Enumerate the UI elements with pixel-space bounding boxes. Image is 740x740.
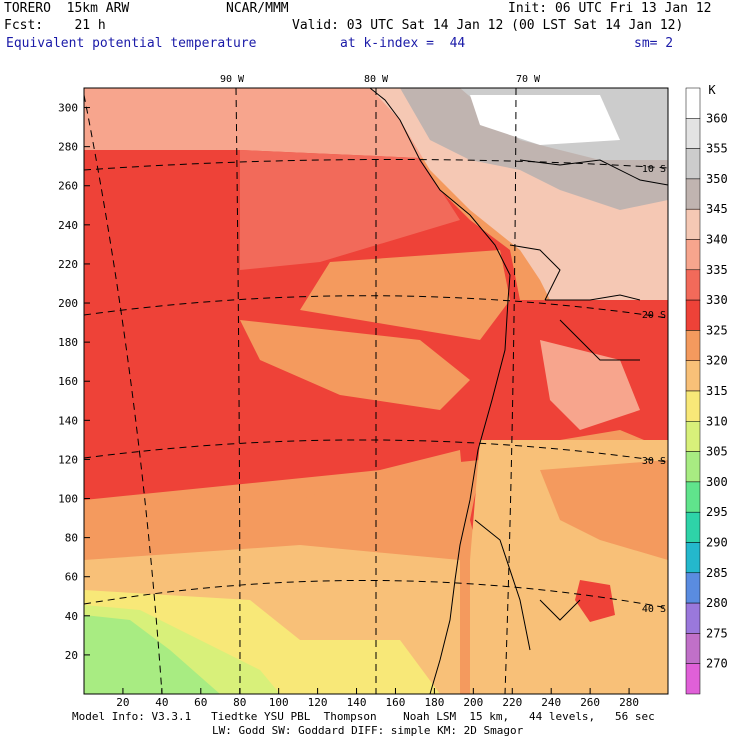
y-tick-label: 40 — [65, 610, 78, 623]
border-line — [474, 159, 669, 651]
map-frame — [83, 87, 669, 695]
y-tick-label: 300 — [58, 102, 78, 115]
y-tick-label: 240 — [58, 219, 78, 232]
colorbar-swatch — [685, 87, 701, 119]
y-tick-label: 120 — [58, 453, 78, 466]
smoothing-label: sm= 2 — [634, 36, 674, 51]
y-tick-label: 60 — [65, 571, 78, 584]
valid-time: Valid: 03 UTC Sat 14 Jan 12 (00 LST Sat … — [292, 18, 684, 33]
colorbar-swatch — [685, 148, 701, 180]
latitude-label: 30 S — [642, 456, 666, 467]
x-tick-label: 260 — [580, 696, 600, 709]
y-tick-label: 140 — [58, 414, 78, 427]
y-tick-label: 220 — [58, 258, 78, 271]
colorbar-swatch — [685, 542, 701, 574]
model-info: Model Info: V3.3.1 Tiedtke YSU PBL Thomp… — [72, 710, 655, 723]
x-tick-label: 20 — [116, 696, 129, 709]
colorbar-swatch — [685, 602, 701, 634]
x-tick-label: 200 — [463, 696, 483, 709]
colorbar-level-label: 290 — [706, 536, 728, 550]
colorbar-level-label: 295 — [706, 505, 728, 519]
latitude-label: 20 S — [642, 310, 666, 321]
colorbar-level-label: 320 — [706, 354, 728, 368]
x-tick-label: 60 — [194, 696, 207, 709]
y-tick-label: 180 — [58, 336, 78, 349]
latitude-labels: 10 S 20 S 30 S 40 S — [642, 164, 666, 615]
colorbar-level-label: 340 — [706, 233, 728, 247]
colorbar-level-label: 300 — [706, 475, 728, 489]
colorbar-level-label: 360 — [706, 111, 728, 125]
colorbar-swatch — [685, 269, 701, 301]
org-label: NCAR/MMM — [226, 1, 289, 16]
forecast-hour: Fcst: 21 h — [4, 18, 106, 33]
graticule — [83, 87, 669, 695]
y-tick-label: 260 — [58, 180, 78, 193]
physics-info: LW: Godd SW: Goddard DIFF: simple KM: 2D… — [212, 724, 524, 737]
coastline — [369, 87, 511, 695]
colorbar-swatch — [685, 481, 701, 513]
y-axis-ticks: 300 280 260 240 220 200 180 160 140 120 100 80 60 40 2… — [58, 102, 90, 662]
colorbar-level-label: 310 — [706, 414, 728, 428]
colorbar-swatch — [685, 663, 701, 695]
x-tick-label: 240 — [541, 696, 561, 709]
colorbar-swatch — [685, 178, 701, 210]
latitude-label: 10 S — [642, 164, 666, 175]
x-tick-label: 40 — [155, 696, 168, 709]
y-tick-label: 200 — [58, 297, 78, 310]
k-index-label: at k-index = 44 — [340, 36, 466, 51]
colorbar-swatch — [685, 633, 701, 664]
colorbar-level-label: 305 — [706, 445, 728, 459]
colorbar-level-label: 330 — [706, 293, 728, 307]
colorbar-swatch — [685, 511, 701, 543]
x-axis-ticks: 20 40 60 80 100 120 140 160 180 200 220 240 260 280 — [116, 688, 639, 709]
x-tick-label: 180 — [424, 696, 444, 709]
colorbar-swatch — [685, 451, 701, 483]
y-tick-label: 100 — [58, 493, 78, 506]
y-tick-label: 80 — [65, 532, 78, 545]
colorbar-level-label: 335 — [706, 263, 728, 277]
colorbar-swatch — [685, 330, 701, 361]
colorbar-level-label: 270 — [706, 657, 728, 671]
x-tick-label: 220 — [502, 696, 522, 709]
colorbar-level-label: 275 — [706, 626, 728, 640]
y-tick-label: 160 — [58, 375, 78, 388]
colorbar-swatch — [685, 421, 701, 452]
x-tick-label: 140 — [347, 696, 367, 709]
colorbar: K 360 355 350 345 340 335 330 325 320 315 310 305 300… — [685, 83, 728, 695]
x-tick-label: 120 — [308, 696, 328, 709]
x-tick-label: 280 — [619, 696, 639, 709]
colorbar-level-label: 325 — [706, 323, 728, 337]
latitude-label: 40 S — [642, 604, 666, 615]
colorbar-level-label: 345 — [706, 202, 728, 216]
colorbar-swatch — [685, 299, 701, 331]
field-name: Equivalent potential temperature — [6, 36, 257, 51]
longitude-label: 80 W — [364, 74, 389, 85]
colorbar-swatch — [685, 572, 701, 604]
x-tick-label: 160 — [386, 696, 406, 709]
colorbar-swatch — [685, 208, 701, 240]
colorbar-level-label: 355 — [706, 142, 728, 156]
colorbar-swatch — [685, 118, 701, 149]
colorbar-level-label: 280 — [706, 596, 728, 610]
colorbar-unit: K — [708, 83, 716, 97]
colorbar-level-label: 350 — [706, 172, 728, 186]
colorbar-swatch — [685, 239, 701, 271]
x-tick-label: 80 — [233, 696, 246, 709]
y-tick-label: 280 — [58, 141, 78, 154]
colorbar-swatch — [685, 360, 701, 392]
init-time: Init: 06 UTC Fri 13 Jan 12 — [508, 1, 712, 16]
colorbar-swatch — [685, 390, 701, 422]
x-tick-label: 100 — [269, 696, 289, 709]
colorbar-level-label: 315 — [706, 384, 728, 398]
longitude-label: 90 W — [220, 74, 245, 85]
model-title: TORERO 15km ARW — [4, 1, 130, 16]
y-tick-label: 20 — [65, 649, 78, 662]
longitude-label: 70 W — [516, 74, 541, 85]
colorbar-level-label: 285 — [706, 566, 728, 580]
longitude-labels: 90 W 80 W 70 W — [220, 74, 541, 85]
